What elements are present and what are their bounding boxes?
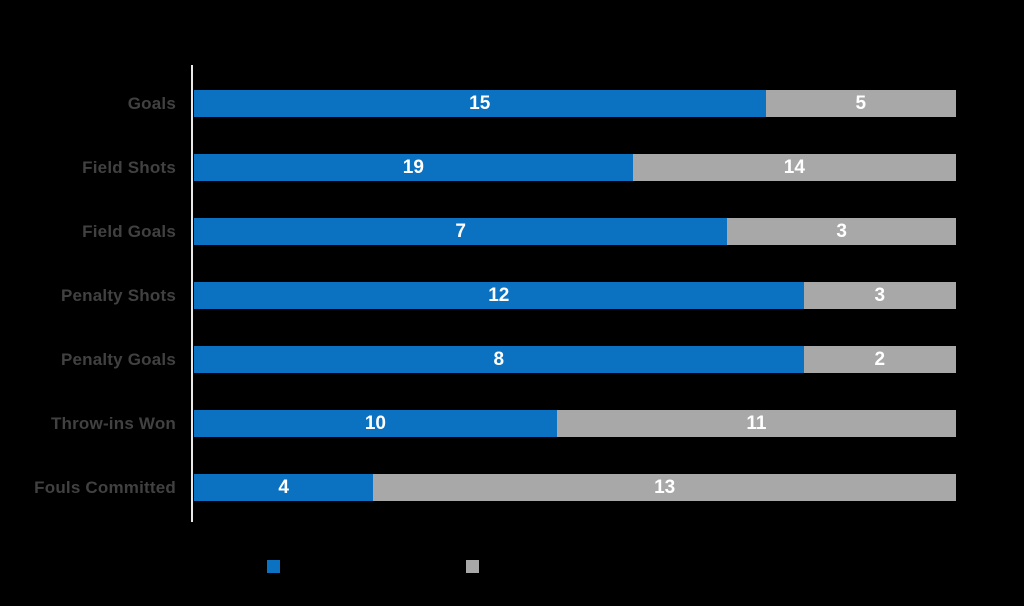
- bar-segment-series-1: 12: [194, 282, 804, 309]
- value-label-series-1: 12: [488, 285, 510, 306]
- bar-row: Field Goals 7 3: [82, 218, 956, 245]
- bar-segment-series-2: 2: [803, 346, 956, 373]
- value-label-series-1: 8: [493, 349, 505, 370]
- bar-segment-series-2: 3: [727, 218, 956, 245]
- value-label-series-2: 14: [783, 157, 805, 178]
- value-label-series-1: 19: [402, 157, 424, 178]
- category-label: Penalty Shots: [60, 285, 176, 305]
- bar-segment-series-1: 19: [194, 154, 633, 181]
- bar-segment-series-2: 13: [373, 474, 956, 501]
- bar-row: Throw-ins Won 10 11: [51, 410, 956, 437]
- bar-segment-series-2: 11: [556, 410, 956, 437]
- category-label: Field Goals: [82, 221, 176, 241]
- value-label-series-1: 10: [364, 413, 386, 434]
- bar-segment-series-1: 15: [194, 90, 766, 117]
- category-label: Fouls Committed: [34, 477, 176, 497]
- value-label-series-1: 7: [455, 221, 466, 242]
- bar-row: Fouls Committed 4 13: [34, 474, 956, 501]
- y-axis-line: [191, 65, 193, 522]
- legend: [0, 560, 1024, 574]
- plot-area: Goals 15 5 Field Shots 19 14 Field Goals…: [34, 90, 956, 501]
- category-label: Throw-ins Won: [50, 413, 176, 433]
- bar-row: Penalty Shots 12 3: [61, 282, 956, 309]
- bar-segment-series-2: 5: [765, 90, 956, 117]
- value-label-series-1: 4: [278, 477, 289, 498]
- bar-segment-series-1: 7: [194, 218, 728, 245]
- value-label-series-2: 3: [874, 285, 886, 306]
- bar-row: Penalty Goals 8 2: [61, 346, 956, 373]
- legend-swatch-series-1: [267, 560, 280, 573]
- bar-segment-series-2: 3: [803, 282, 956, 309]
- bar-row: Goals 15 5: [128, 90, 956, 117]
- bar-row: Field Shots 19 14: [82, 154, 956, 181]
- value-label-series-2: 13: [654, 477, 676, 498]
- bar-segment-series-2: 14: [632, 154, 956, 181]
- bar-segment-series-1: 10: [194, 410, 557, 437]
- value-label-series-2: 2: [874, 349, 886, 370]
- value-label-series-2: 11: [746, 413, 767, 434]
- value-label-series-1: 15: [469, 93, 491, 114]
- value-label-series-2: 3: [836, 221, 847, 242]
- category-label: Goals: [127, 93, 176, 113]
- category-label: Penalty Goals: [60, 349, 176, 369]
- bar-segment-series-1: 4: [194, 474, 374, 501]
- legend-swatch-series-2: [466, 560, 479, 573]
- category-label: Field Shots: [82, 157, 176, 177]
- bar-segment-series-1: 8: [194, 346, 804, 373]
- value-label-series-2: 5: [855, 93, 867, 114]
